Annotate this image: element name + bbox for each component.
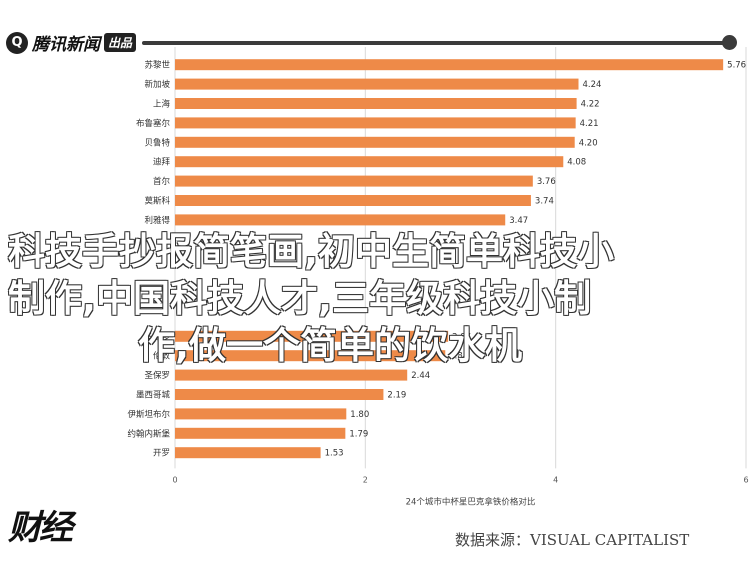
category-label: 伊斯坦布尔 (127, 409, 170, 420)
x-tick-label: 4 (553, 475, 558, 484)
category-label: 利雅得 (144, 215, 170, 226)
category-label: 约翰内斯堡 (127, 428, 170, 439)
tencent-news-logo[interactable]: Q 腾讯新闻 出品 (6, 30, 137, 55)
bar-value-label: 4.08 (567, 158, 586, 168)
bar (175, 447, 321, 459)
bar-value-label: 4.20 (579, 138, 598, 148)
bar-value-label: 1.53 (325, 449, 344, 459)
bar (175, 408, 347, 420)
bar-value-label: 3.47 (509, 216, 528, 226)
bar (175, 59, 724, 71)
bar-value-label: 2.87 (452, 332, 471, 342)
bar (175, 369, 408, 381)
category-label: 伦敦 (153, 351, 171, 362)
x-tick-label: 0 (172, 475, 177, 484)
header-divider-dot (722, 35, 737, 50)
bar-value-label: 5.76 (727, 61, 746, 71)
x-tick-label: 2 (363, 475, 368, 484)
bar (175, 117, 576, 129)
bar-value-label: 2.44 (411, 371, 430, 381)
bar-value-label: 1.80 (350, 410, 369, 420)
bar-value-label: 2.19 (387, 391, 406, 401)
bar (175, 175, 533, 187)
bar-value-label: 3.76 (537, 177, 556, 187)
bar (175, 350, 446, 362)
bar-value-label: 4.24 (583, 80, 602, 90)
bar-value-label: 4.22 (581, 100, 600, 110)
data-source: 数据来源：VISUAL CAPITALIST (455, 531, 690, 549)
category-label: 苏黎世 (144, 60, 170, 71)
bar (175, 330, 449, 342)
bar (175, 214, 506, 226)
category-label: 上海 (153, 99, 171, 110)
bar-value-label: 2.84 (449, 352, 468, 362)
caijing-logo: 财经 (8, 508, 73, 548)
bar-value-label: 3.74 (535, 197, 554, 207)
overlay-line-3: 作,做一个简单的饮水机 (138, 324, 523, 367)
bar-value-label: 4.21 (580, 119, 599, 129)
tencent-news-logo-icon: Q (6, 31, 28, 54)
bar (175, 427, 346, 439)
category-label: 迪拜 (153, 157, 171, 168)
category-label: 布鲁塞尔 (136, 118, 171, 129)
bar (175, 195, 531, 206)
bar (175, 389, 384, 400)
bar (175, 136, 575, 148)
header-divider (142, 41, 732, 45)
logo-name: 腾讯新闻 (32, 35, 100, 55)
bar (175, 78, 579, 90)
overlay-caption: 科技手抄报简笔画,初中生简单科技小 制作,中国科技人才,三年级科技小制 作,做一… (8, 228, 738, 369)
bar (175, 156, 564, 168)
category-label: 首尔 (153, 176, 171, 187)
category-label: 莫斯科 (144, 196, 170, 207)
category-label: 新加坡 (144, 79, 170, 90)
category-label: 墨西哥城 (136, 391, 171, 401)
bar (175, 98, 577, 109)
bar-value-label: 1.79 (349, 429, 368, 439)
category-label: 多伦多 (144, 331, 170, 342)
category-label: 开罗 (153, 449, 170, 459)
x-axis-label: 24个城市中杯星巴克拿铁价格对比 (406, 496, 536, 507)
overlay-line-1: 科技手抄报简笔画,初中生简单科技小 (8, 230, 615, 273)
logo-tag: 出品 (104, 33, 137, 52)
header-bar: Q 腾讯新闻 出品 (0, 0, 750, 60)
category-label: 圣保罗 (144, 370, 170, 381)
x-tick-label: 6 (743, 475, 748, 484)
category-label: 贝鲁特 (144, 137, 170, 148)
overlay-line-2: 制作,中国科技人才,三年级科技小制 (8, 277, 592, 320)
